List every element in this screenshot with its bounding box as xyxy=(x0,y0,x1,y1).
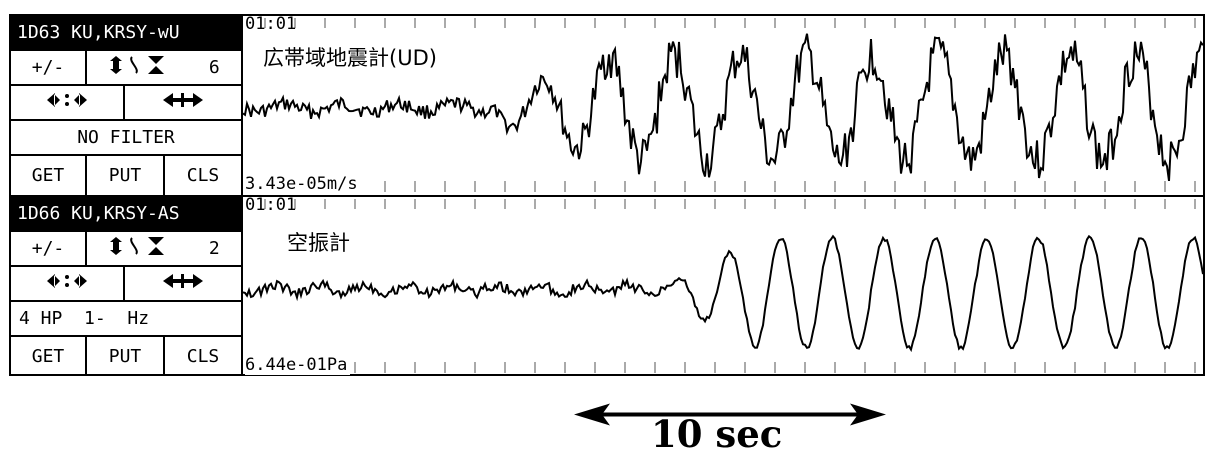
waveform-trace xyxy=(243,199,1203,373)
channel-control-panel: 1D66 KU,KRSY-AS +/- 2 xyxy=(11,197,243,376)
waveform-line xyxy=(243,234,1203,353)
amplitude-scale: 3.43e-05m/s xyxy=(245,174,361,194)
gain-row: +/- 2 xyxy=(11,232,241,267)
action-row: GET PUT CLS xyxy=(11,337,241,376)
get-button[interactable]: GET xyxy=(11,337,87,376)
waveform-trace xyxy=(243,18,1203,192)
waveform-line xyxy=(243,33,1203,182)
time-scale-row xyxy=(11,267,241,302)
get-button[interactable]: GET xyxy=(11,156,87,195)
horizontal-compress-button[interactable] xyxy=(11,267,125,300)
horizontal-expand-icon[interactable] xyxy=(162,272,204,295)
channel-divider xyxy=(11,195,1203,197)
start-time: 01:01 xyxy=(245,195,297,215)
station-name[interactable]: 1D63 KU,KRSY-wU xyxy=(11,16,241,51)
double-headed-arrow-icon xyxy=(574,403,886,426)
put-button[interactable]: PUT xyxy=(87,156,165,195)
filter-setting[interactable]: NO FILTER xyxy=(11,121,241,156)
horizontal-compress-icon[interactable] xyxy=(46,272,88,295)
gain-control[interactable]: 2 xyxy=(87,232,241,265)
gain-value: 6 xyxy=(208,57,220,78)
channel-control-panel: 1D63 KU,KRSY-wU +/- 6 xyxy=(11,16,243,195)
channel-2: 1D66 KU,KRSY-AS +/- 2 xyxy=(11,195,1203,376)
gain-row: +/- 6 xyxy=(11,51,241,86)
channel-1: 1D63 KU,KRSY-wU +/- 6 xyxy=(11,14,1203,195)
horizontal-compress-button[interactable] xyxy=(11,86,125,119)
vertical-gain-arrows-icon[interactable] xyxy=(108,236,166,261)
put-button[interactable]: PUT xyxy=(87,337,165,376)
waveform-panel[interactable]: 01:01 空振計 6.44e-01Pa xyxy=(243,195,1203,376)
time-scale-label: 10 sec xyxy=(651,412,783,456)
horizontal-expand-button[interactable] xyxy=(125,86,241,119)
polarity-toggle-button[interactable]: +/- xyxy=(11,51,87,84)
amplitude-scale: 6.44e-01Pa xyxy=(245,355,351,375)
waveform-panel[interactable]: 01:01 広帯域地震計(UD) 3.43e-05m/s xyxy=(243,14,1203,195)
polarity-toggle-button[interactable]: +/- xyxy=(11,232,87,265)
vertical-gain-arrows-icon[interactable] xyxy=(108,55,166,80)
gain-control[interactable]: 6 xyxy=(87,51,241,84)
time-scale-row xyxy=(11,86,241,121)
action-row: GET PUT CLS xyxy=(11,156,241,195)
close-button[interactable]: CLS xyxy=(186,346,220,367)
filter-setting[interactable]: 4 HP 1- Hz xyxy=(11,302,241,337)
start-time: 01:01 xyxy=(245,14,297,34)
station-name[interactable]: 1D66 KU,KRSY-AS xyxy=(11,197,241,232)
seismogram-viewer: 1D63 KU,KRSY-wU +/- 6 xyxy=(9,14,1205,376)
horizontal-compress-icon[interactable] xyxy=(46,91,88,114)
close-button[interactable]: CLS xyxy=(186,165,220,186)
horizontal-expand-icon[interactable] xyxy=(162,91,204,114)
channel-title: 広帯域地震計(UD) xyxy=(263,46,437,70)
gain-value: 2 xyxy=(208,238,220,259)
channel-title: 空振計 xyxy=(287,231,350,255)
horizontal-expand-button[interactable] xyxy=(125,267,241,300)
